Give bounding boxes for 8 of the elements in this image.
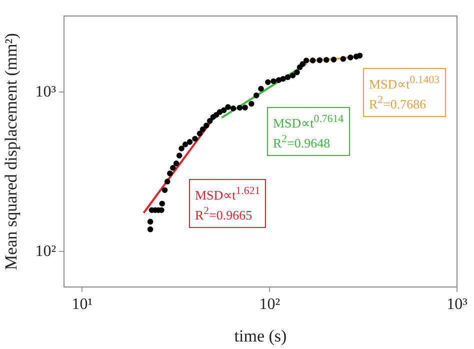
text: MSD∝t$^{0.1403}$ R$^{2}$=0.7686 — [369, 74, 440, 112]
text: MSD∝t$^{1.621}$ R$^{2}$=0.9665 — [195, 185, 260, 223]
x-tick-label: 10³ — [446, 296, 468, 313]
y-axis-title: Mean squared displacement (mm²) — [2, 33, 21, 270]
x-tick-label: 10² — [259, 296, 280, 313]
x-tick-label: 10¹ — [72, 296, 93, 313]
x-axis-title: time (s) — [234, 326, 287, 346]
text: MSD∝t$^{0.7614}$ R$^{2}$=0.9648 — [273, 113, 344, 151]
